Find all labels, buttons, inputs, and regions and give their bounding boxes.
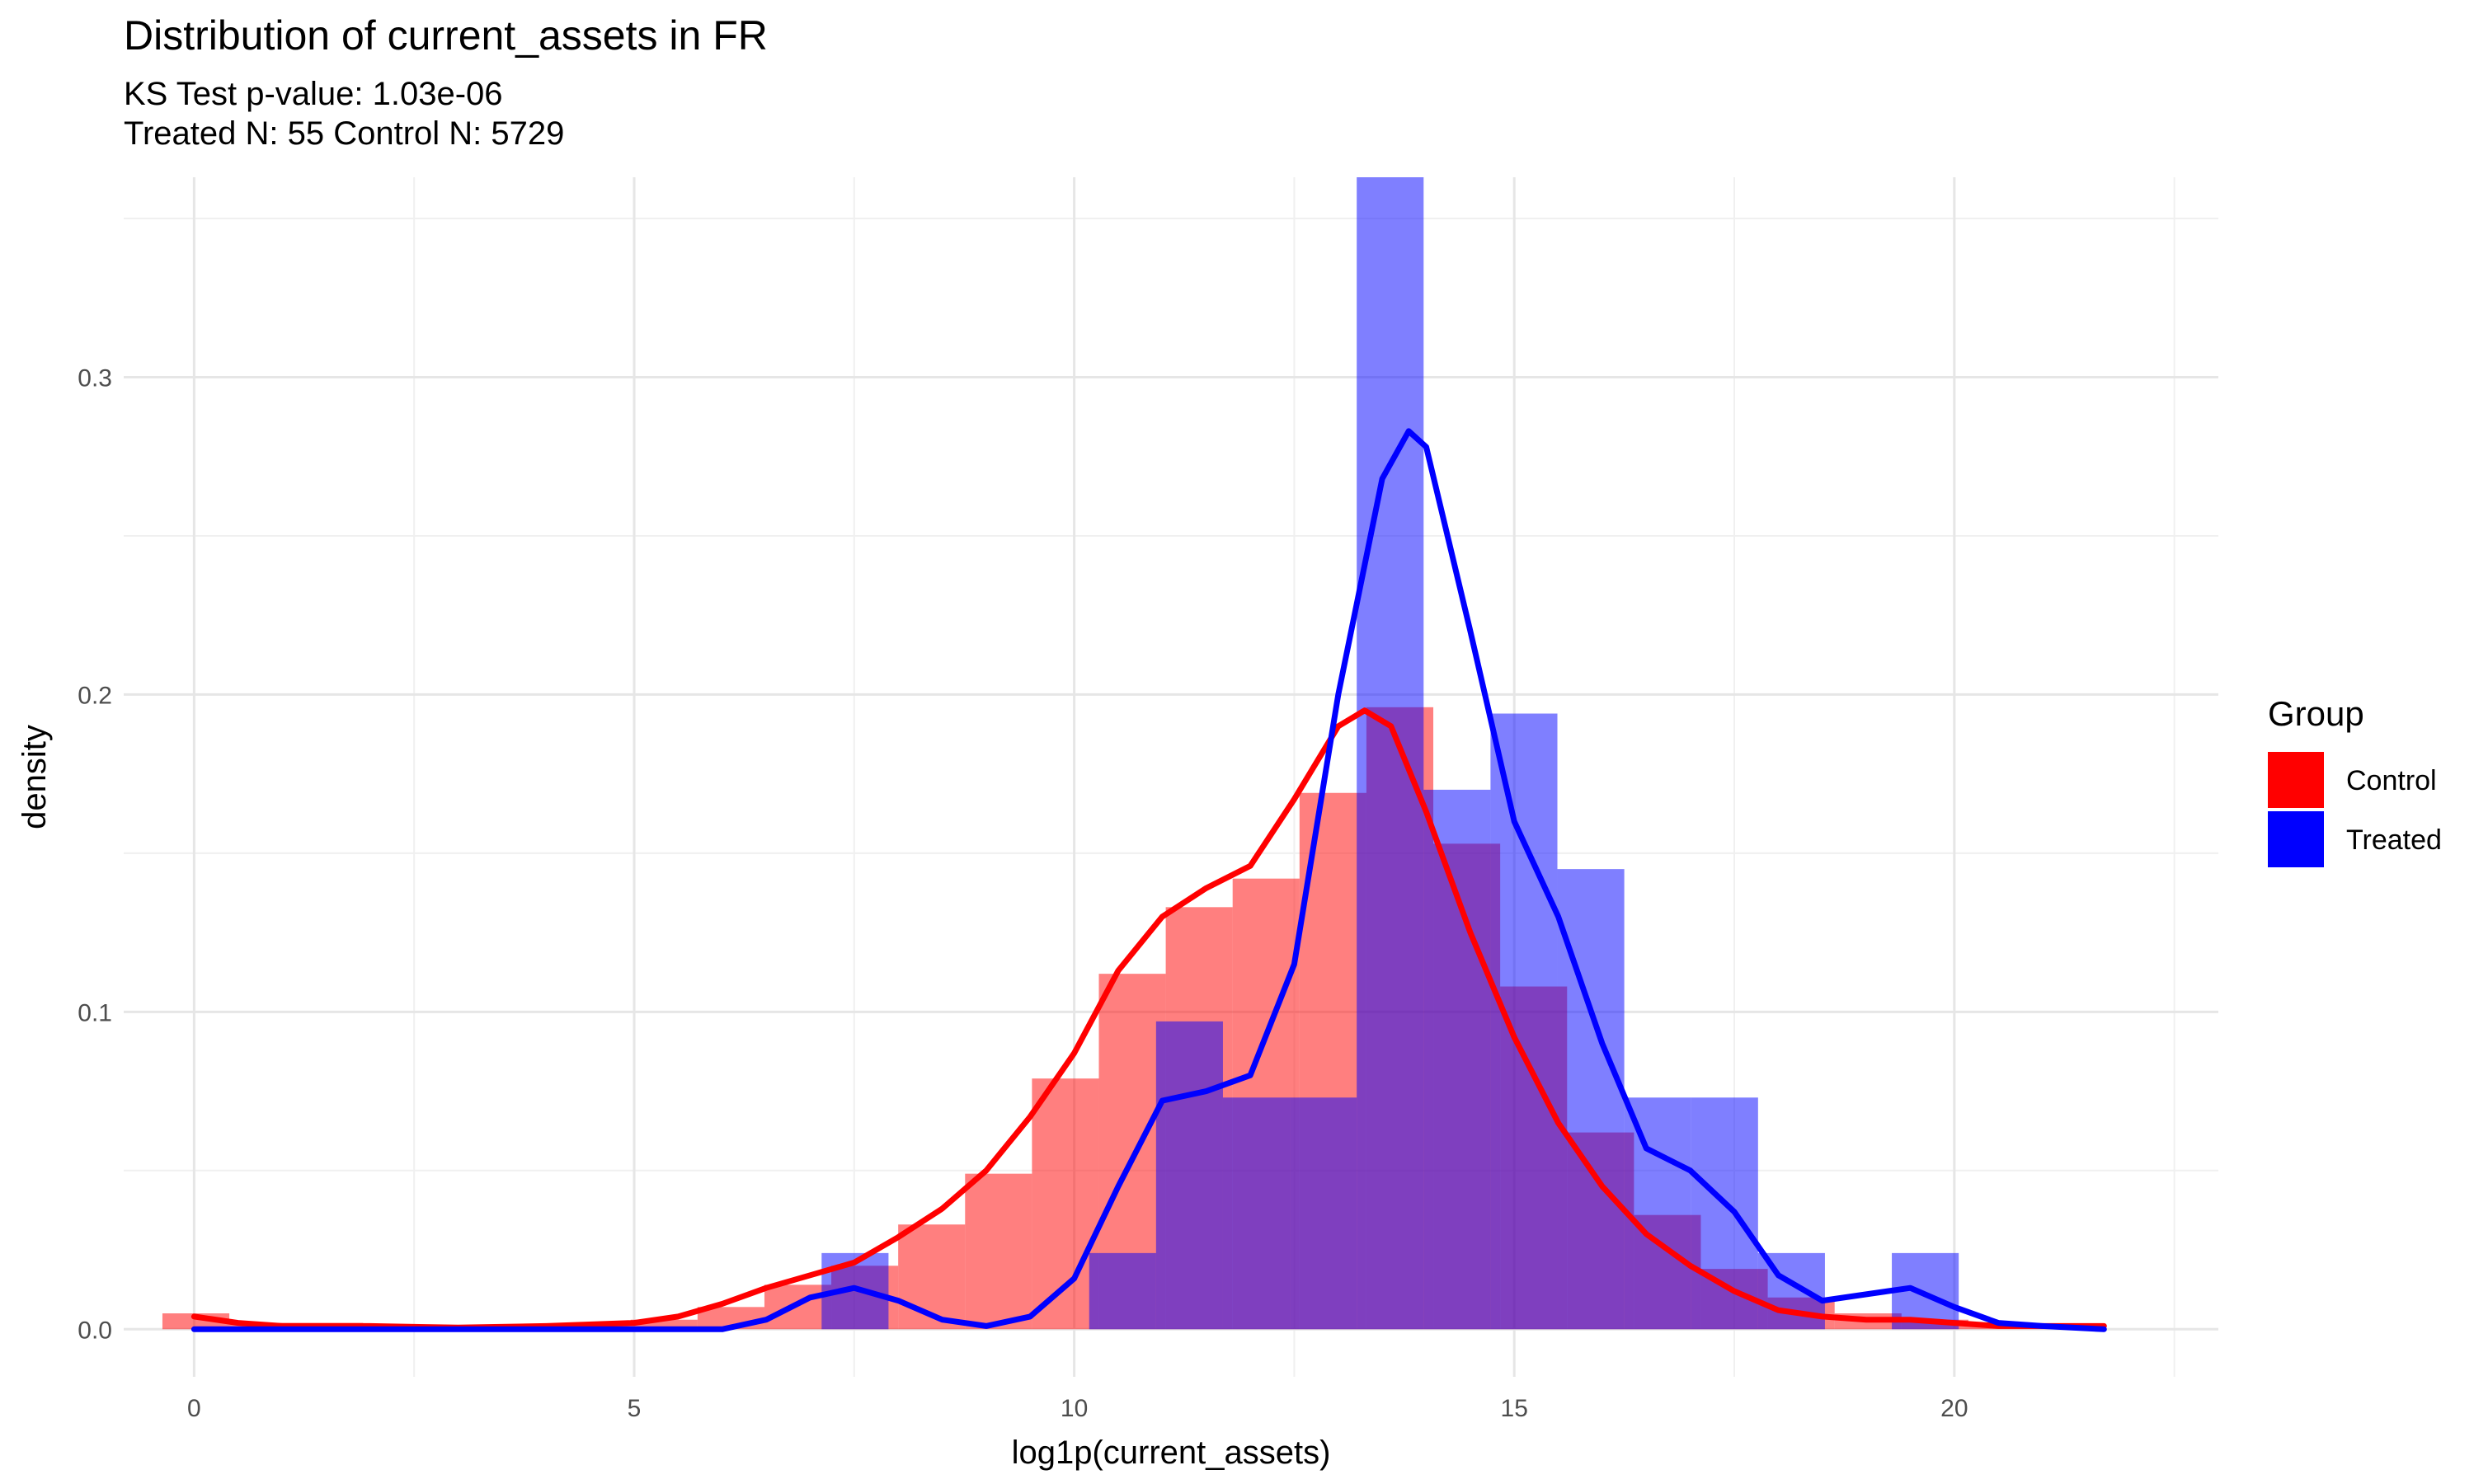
legend-key-treated (2268, 811, 2324, 867)
chart-subtitle-ks-pvalue: KS Test p-value: 1.03e-06 (124, 76, 503, 112)
treated-bar (1624, 1097, 1691, 1330)
treated-bar (1691, 1097, 1758, 1330)
legend-label-control: Control (2346, 765, 2437, 796)
x-axis-title: log1p(current_assets) (1012, 1435, 1331, 1471)
control-bar (764, 1284, 832, 1330)
tick-labels: 0 5 10 15 20 0.0 0.1 0.2 0.3 (78, 365, 1968, 1423)
legend-key-control (2268, 752, 2324, 808)
treated-bar (1490, 713, 1558, 1330)
x-tick-label: 10 (1061, 1395, 1088, 1422)
density-curves (190, 428, 2107, 1332)
control-bar (630, 1319, 698, 1330)
x-tick-label: 20 (1940, 1395, 1968, 1422)
legend-title: Group (2268, 694, 2364, 733)
treated-density-curve (190, 428, 2107, 1332)
y-tick-label: 0.2 (78, 682, 112, 709)
legend-label-treated: Treated (2346, 824, 2442, 856)
control-bar (898, 1224, 966, 1330)
x-tick-label: 0 (187, 1395, 201, 1422)
x-tick-label: 5 (628, 1395, 642, 1422)
y-tick-label: 0.0 (78, 1317, 112, 1344)
treated-bars (821, 177, 1959, 1330)
chart-subtitle-sample-sizes: Treated N: 55 Control N: 5729 (124, 115, 565, 152)
control-density-curve (190, 707, 2107, 1331)
treated-bar (1089, 1252, 1156, 1330)
control-bars (162, 707, 2103, 1330)
chart-title: Distribution of current_assets in FR (124, 12, 768, 59)
y-axis-title: density (16, 725, 53, 829)
treated-bar (1290, 1097, 1357, 1330)
treated-bar (1222, 1097, 1291, 1330)
y-tick-label: 0.3 (78, 365, 112, 392)
treated-bar (1155, 1021, 1223, 1330)
x-tick-label: 15 (1501, 1395, 1528, 1422)
treated-bar (1423, 789, 1491, 1330)
y-tick-label: 0.1 (78, 999, 112, 1026)
treated-bar (1357, 177, 1424, 1330)
legend: Group Control Treated (2268, 694, 2442, 867)
control-bar (1032, 1078, 1099, 1330)
control-bar (965, 1173, 1032, 1330)
